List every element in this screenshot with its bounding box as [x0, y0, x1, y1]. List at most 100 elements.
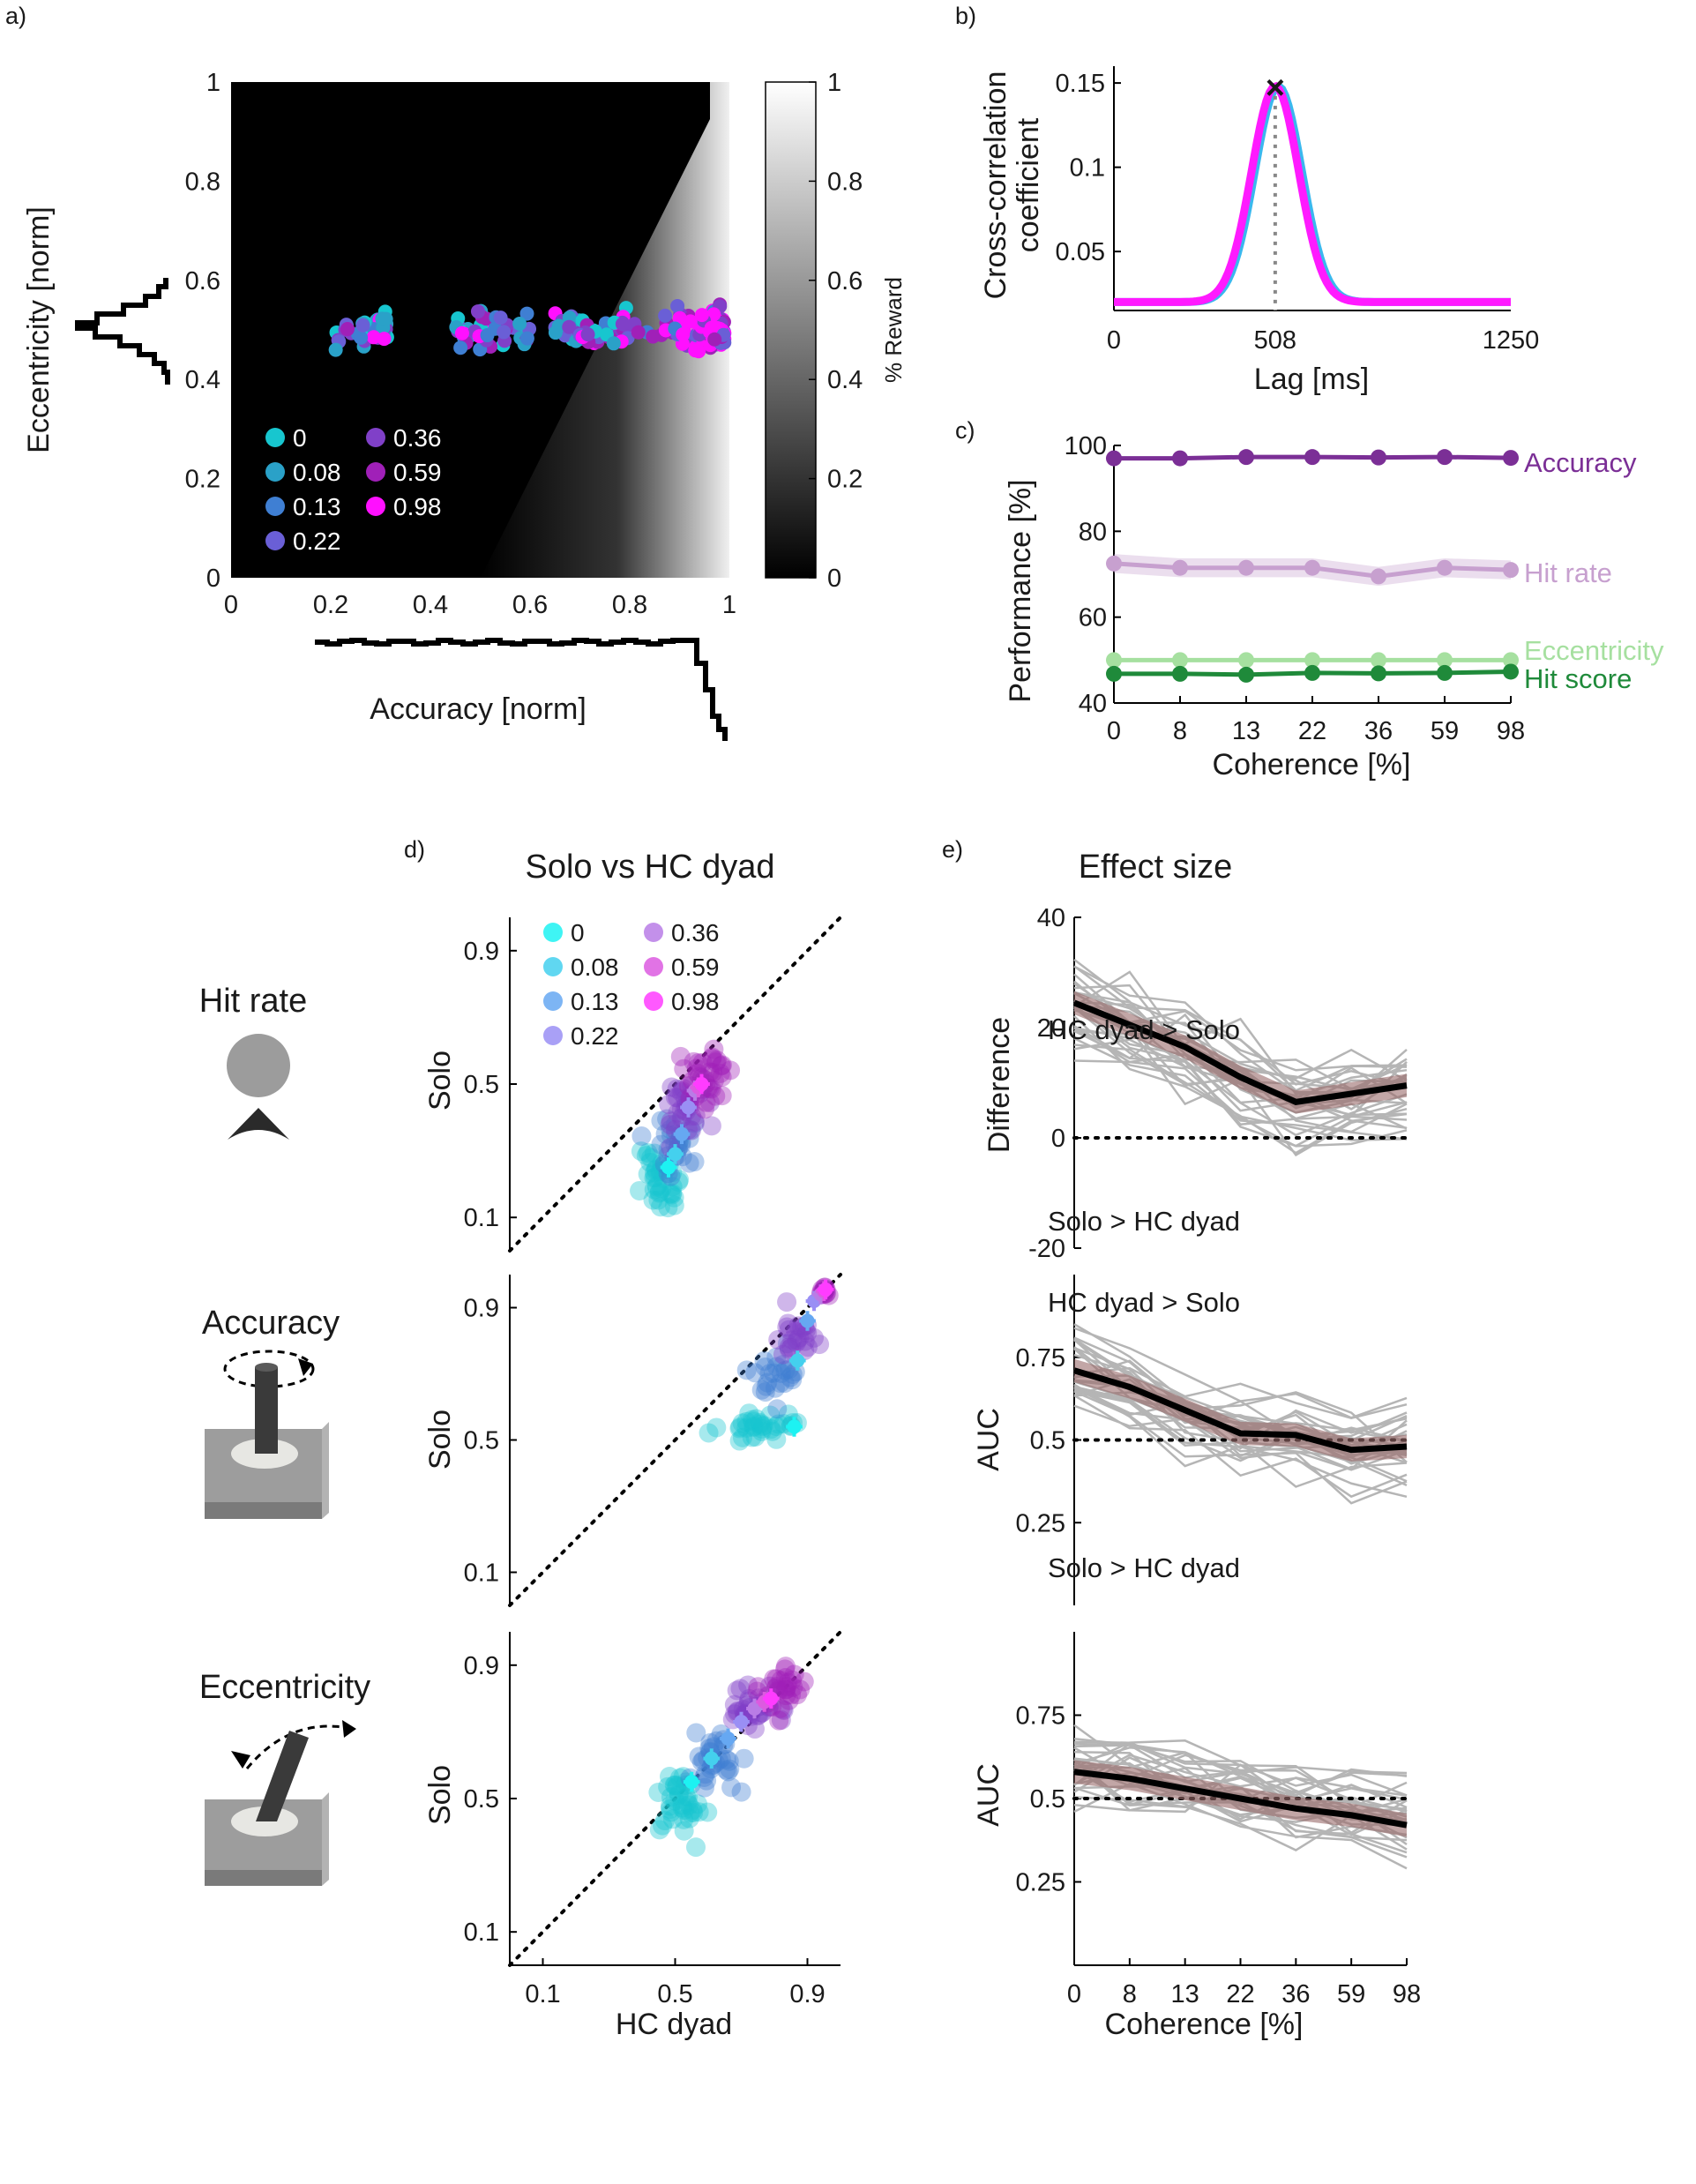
legend-label: 0.98	[671, 988, 720, 1015]
data-point	[760, 1405, 781, 1425]
mean-line	[1072, 1367, 1408, 1454]
effect-size-accuracy: 0.25 0.5 0.75	[1016, 1275, 1408, 1605]
data-point	[689, 1746, 709, 1767]
cross-correlation-curve-cyan	[1114, 81, 1511, 306]
data-point	[775, 1679, 796, 1700]
data-point	[672, 1795, 692, 1815]
legend-marker	[366, 462, 385, 482]
series-point	[1106, 652, 1122, 669]
mean-point	[675, 1126, 689, 1141]
colorbar-tick-label: 0.2	[827, 466, 863, 494]
panel-e: Effect size -20 0 20 40 0.25 0.5 0.75 0 8 13 22 3…	[972, 849, 1421, 2041]
data-point	[775, 1360, 796, 1380]
data-point	[786, 1321, 806, 1342]
data-point	[783, 1677, 803, 1697]
y-tick-label: 0.1	[464, 1204, 499, 1232]
data-point	[669, 1783, 689, 1803]
x-tick-label: 0	[1067, 1980, 1081, 2008]
data-point	[696, 1092, 716, 1112]
data-point	[773, 1344, 793, 1365]
scatter-point	[580, 327, 595, 342]
data-point	[644, 1168, 664, 1188]
data-point	[688, 1794, 708, 1814]
y-tick-label-c: 80	[1079, 518, 1107, 546]
data-point	[804, 1328, 825, 1348]
scatter-point	[512, 316, 527, 331]
data-point	[794, 1672, 814, 1692]
legend-marker	[366, 497, 385, 516]
y-tick-label: 0	[1051, 1125, 1065, 1153]
data-point	[662, 1809, 683, 1829]
data-point	[775, 1668, 796, 1688]
scatter-point	[704, 320, 719, 335]
x-axis-label-c: Coherence [%]	[1213, 748, 1411, 782]
x-tick-label-a: 0.6	[512, 591, 548, 619]
x-tick-label: 0.1	[525, 1980, 560, 2008]
data-point	[631, 1141, 651, 1162]
scatter-point	[497, 325, 512, 340]
legend-label: 0.22	[571, 1022, 619, 1050]
colorbar-label: % Reward	[880, 277, 907, 383]
y-tick-label-a: 0.6	[185, 267, 220, 295]
legend-marker	[265, 462, 285, 482]
data-point	[768, 1414, 788, 1434]
data-point	[685, 1837, 706, 1858]
data-point	[640, 1152, 661, 1172]
y-axis-label-e1: Difference	[982, 1017, 1016, 1153]
panel-label-b: b)	[955, 3, 976, 29]
data-point	[667, 1079, 687, 1099]
data-point	[649, 1182, 669, 1202]
data-point	[703, 1737, 723, 1757]
x-tick-label-b: 0	[1107, 326, 1121, 355]
scatter-points-a	[328, 297, 732, 359]
data-point	[651, 1134, 671, 1155]
data-point	[674, 1821, 694, 1841]
data-point	[664, 1187, 684, 1208]
legend-label: 0.36	[671, 919, 720, 946]
data-point	[748, 1677, 768, 1697]
data-point	[698, 1802, 718, 1822]
mean-point	[764, 1691, 779, 1706]
legend-marker	[543, 957, 563, 976]
scatter-point	[328, 342, 343, 357]
y-tick-label: 0.9	[464, 1652, 499, 1680]
data-point	[679, 1153, 699, 1173]
cross-correlation-curve	[1114, 81, 1511, 306]
y-tick-label: 0.1	[464, 1559, 499, 1588]
data-point	[779, 1339, 799, 1359]
series-point	[1238, 652, 1254, 669]
x-tick-label-c: 22	[1298, 717, 1326, 745]
legend-label: 0.22	[293, 527, 341, 555]
data-point	[649, 1183, 669, 1203]
data-point	[645, 1167, 665, 1187]
data-point	[646, 1177, 667, 1197]
legend-marker	[265, 531, 285, 550]
legend-marker	[543, 923, 563, 942]
data-point	[764, 1669, 784, 1689]
data-point	[664, 1195, 684, 1215]
data-point	[764, 1363, 784, 1383]
x-tick-label-b: 1250	[1483, 326, 1540, 355]
data-point	[677, 1792, 698, 1813]
data-point	[743, 1417, 764, 1438]
data-point	[782, 1370, 803, 1390]
data-point	[777, 1292, 797, 1313]
series-point	[1304, 449, 1320, 466]
data-point	[787, 1330, 807, 1350]
y-tick-label: 0.9	[464, 1295, 499, 1323]
identity-line	[508, 1273, 842, 1607]
data-point	[777, 1317, 797, 1337]
legend-marker	[543, 1026, 563, 1045]
mean-line	[1072, 999, 1408, 1105]
colorbar-tick-label: 1	[827, 69, 841, 97]
scatter-point	[615, 317, 630, 332]
series-point	[1238, 449, 1254, 466]
data-point	[661, 1802, 681, 1822]
data-point	[686, 1723, 706, 1743]
data-point	[745, 1426, 766, 1447]
data-point	[750, 1413, 770, 1433]
data-point	[651, 1111, 671, 1131]
data-point	[674, 1809, 694, 1829]
data-point	[702, 1049, 722, 1069]
series-point	[1106, 450, 1122, 467]
